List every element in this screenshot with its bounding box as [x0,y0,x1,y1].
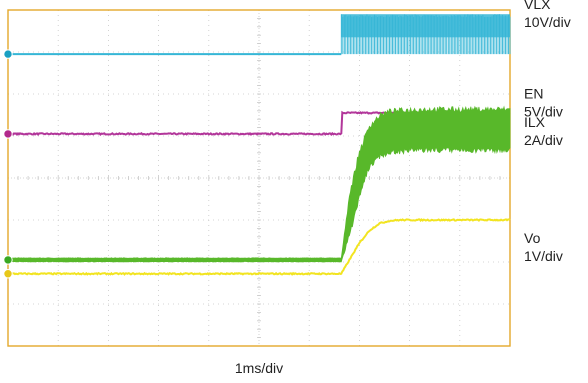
x-axis-label: 1ms/div [235,360,283,376]
vo-label: Vo [524,230,541,246]
vlx-channel-marker [3,49,13,59]
vo-channel-marker [3,269,13,279]
vlx-label: VLX [524,0,551,12]
vlx-scale-label: 10V/div [524,14,571,30]
scope-grid [7,9,511,347]
ilx-trace [7,105,511,263]
vlx-trace-pulses [340,14,511,55]
ilx-scale-label: 2A/div [524,132,563,148]
vo-scale-label: 1V/div [524,248,563,264]
en-channel-marker [3,129,13,139]
vo-trace [7,218,511,276]
plot-frame [7,9,511,347]
en-scale-label: 5V/div [524,103,563,119]
channel-markers [3,49,13,279]
en-label: EN [524,85,543,101]
traces [7,14,511,276]
ilx-label: ILX [524,114,546,130]
ilx-channel-marker [3,255,13,265]
